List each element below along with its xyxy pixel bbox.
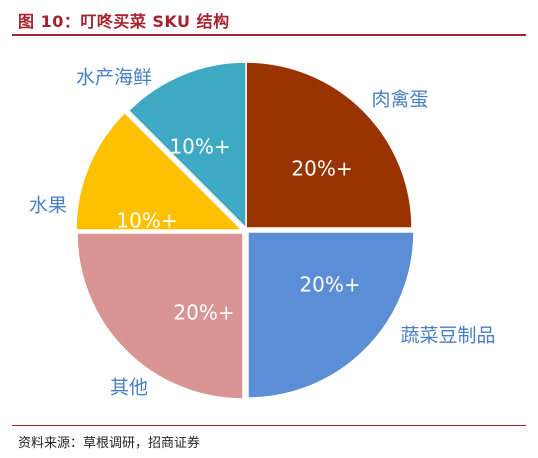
slice-value-label-1: 20%+	[291, 157, 352, 181]
slice-value-label-4: 10%+	[116, 209, 177, 233]
slice-category-label-1: 肉禽蛋	[371, 89, 428, 111]
slice-category-label-4: 水果	[29, 195, 67, 217]
pie-slice-5	[127, 61, 247, 230]
source-note: 资料来源：草根调研，招商证券	[18, 436, 201, 451]
footer-divider	[12, 425, 526, 426]
slice-category-label-3: 其他	[110, 377, 148, 399]
pie-slice-4	[75, 111, 244, 231]
chart-title: 图 10：叮咚买菜 SKU 结构	[18, 12, 230, 31]
slice-value-label-2: 20%+	[299, 273, 360, 297]
pie-slice-3	[76, 232, 244, 400]
slice-value-label-3: 20%+	[173, 301, 234, 325]
title-divider	[12, 34, 526, 36]
slice-category-label-2: 蔬菜豆制品	[400, 325, 495, 347]
pie-slice-1	[245, 61, 413, 229]
pie-slice-2	[247, 231, 415, 399]
slice-value-label-5: 10%+	[169, 135, 230, 159]
slice-category-label-5: 水产海鲜	[76, 67, 152, 89]
